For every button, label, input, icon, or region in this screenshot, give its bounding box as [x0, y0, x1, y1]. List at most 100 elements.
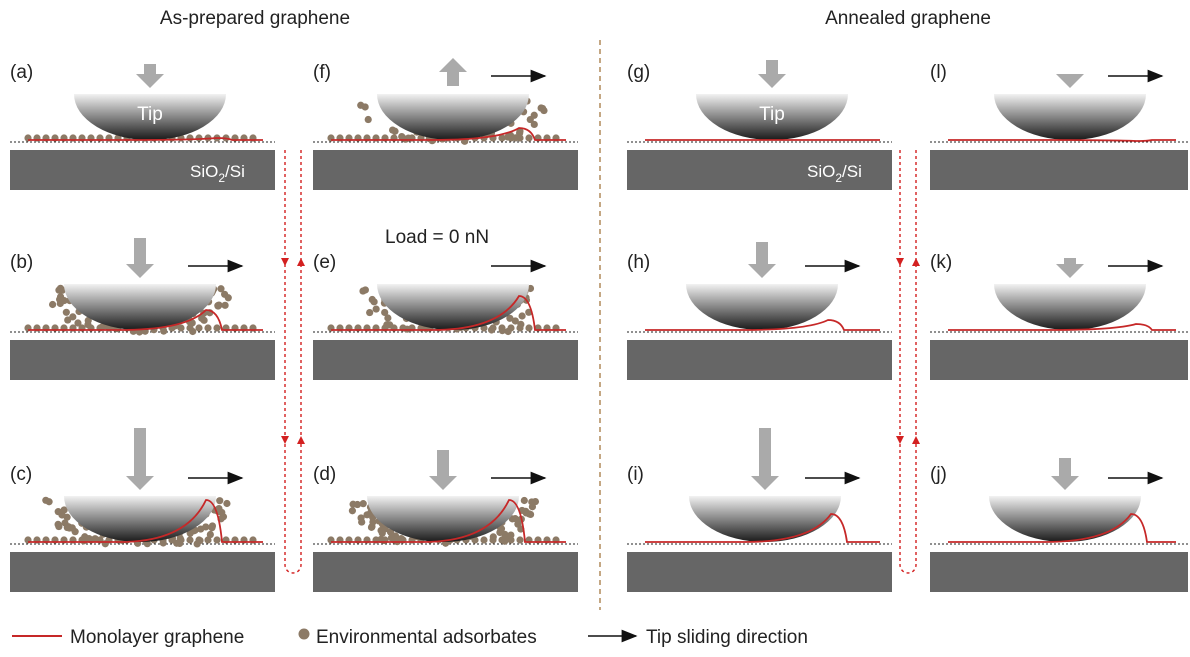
adsorbate: [521, 497, 528, 504]
right-title: Annealed graphene: [825, 8, 991, 29]
adsorbate: [519, 312, 526, 319]
load-arrow: [1056, 74, 1084, 88]
adsorbate: [501, 531, 508, 538]
legend-text: Monolayer graphene: [70, 627, 244, 648]
substrate: [627, 552, 892, 592]
legend: Monolayer graphene Environmental adsorba…: [12, 627, 808, 648]
load-arrow: [429, 450, 457, 490]
adsorbate: [540, 107, 547, 114]
adsorbate: [512, 134, 519, 141]
figure: As-prepared graphene Annealed graphene M…: [0, 0, 1190, 652]
tip-label: Tip: [137, 104, 163, 125]
adsorbate: [381, 537, 388, 544]
adsorbate: [69, 313, 76, 320]
left-title: As-prepared graphene: [160, 8, 350, 29]
substrate: [930, 340, 1188, 380]
adsorbate: [218, 509, 225, 516]
load-arrow: [126, 238, 154, 278]
substrate: [10, 552, 275, 592]
adsorbate: [57, 293, 64, 300]
panel-label: (e): [313, 252, 336, 273]
adsorbate: [490, 533, 497, 540]
load-arrow: [748, 242, 776, 278]
adsorbate: [223, 500, 230, 507]
adsorbate: [64, 514, 71, 521]
load-arrow: [136, 64, 164, 88]
adsorbate: [54, 521, 61, 528]
load-arrow: [758, 60, 786, 88]
adsorbate: [202, 523, 209, 530]
tip: [377, 284, 529, 330]
adsorbate: [532, 498, 539, 505]
panel-label: (h): [627, 252, 650, 273]
adsorbate: [362, 286, 369, 293]
adsorbate: [525, 324, 532, 331]
panel-label: (c): [10, 464, 32, 485]
adsorbate: [369, 296, 376, 303]
adsorbate: [360, 500, 367, 507]
substrate-text: SiO: [190, 162, 218, 181]
adsorbate: [213, 536, 220, 543]
adsorbate: [365, 116, 372, 123]
tip: [989, 496, 1141, 542]
adsorbate: [358, 518, 365, 525]
adsorbate: [55, 287, 62, 294]
legend-dot: [299, 629, 310, 640]
adsorbate: [204, 324, 211, 331]
adsorbate: [49, 301, 56, 308]
substrate: [930, 552, 1188, 592]
adsorbate: [512, 317, 519, 324]
legend-text: Environmental adsorbates: [316, 627, 537, 648]
adsorbate: [368, 523, 375, 530]
adsorbate: [186, 134, 193, 141]
adsorbate: [507, 531, 514, 538]
adsorbate: [209, 522, 216, 529]
tip-label: Tip: [759, 104, 785, 125]
load-arrow: [126, 428, 154, 490]
adsorbate: [499, 327, 506, 334]
adsorbate: [384, 314, 391, 321]
substrate: [313, 340, 578, 380]
substrate: [313, 150, 578, 190]
substrate: [930, 150, 1188, 190]
substrate-text: SiO: [807, 162, 835, 181]
substrate-text: /Si: [842, 162, 862, 181]
tip: [994, 284, 1146, 330]
legend-text: Tip sliding direction: [646, 627, 808, 648]
adsorbate: [391, 128, 398, 135]
adsorbate: [81, 533, 88, 540]
adsorbate: [221, 302, 228, 309]
tip: [689, 496, 841, 542]
adsorbate: [480, 536, 487, 543]
adsorbate: [216, 497, 223, 504]
adsorbate: [516, 536, 523, 543]
substrate: [313, 552, 578, 592]
substrate: [627, 340, 892, 380]
panel-label: (j): [930, 464, 947, 485]
adsorbate: [512, 515, 519, 522]
adsorbate: [488, 326, 495, 333]
panel-label: (g): [627, 62, 650, 83]
adsorbate: [221, 291, 228, 298]
tip: [686, 284, 838, 330]
panel-label: (f): [313, 62, 331, 83]
lift-arrow: [439, 58, 467, 86]
adsorbate: [196, 537, 203, 544]
panel-label: (k): [930, 252, 952, 273]
load-arrow: [1051, 458, 1079, 490]
tip: [994, 94, 1146, 140]
adsorbate: [63, 309, 70, 316]
adsorbate: [213, 324, 220, 331]
adsorbate: [386, 321, 393, 328]
substrate-text: /Si: [225, 162, 245, 181]
panel-label: (a): [10, 62, 33, 83]
adsorbate: [72, 528, 79, 535]
adsorbate: [189, 328, 196, 335]
adsorbate: [349, 507, 356, 514]
adsorbate: [207, 531, 214, 538]
adsorbate: [373, 305, 380, 312]
cycle-arrow: [285, 150, 301, 573]
adsorbate: [522, 508, 529, 515]
substrate: [10, 340, 275, 380]
adsorbate: [195, 134, 202, 141]
